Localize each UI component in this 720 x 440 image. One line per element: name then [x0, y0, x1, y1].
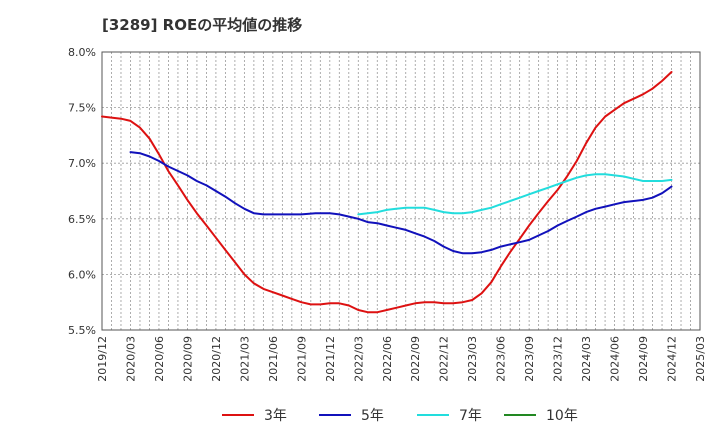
x-tick-label: 2023/12 — [552, 336, 565, 382]
x-tick-label: 2022/12 — [438, 336, 451, 382]
x-tick-label: 2022/06 — [381, 336, 394, 382]
y-tick-label: 8.0% — [68, 46, 96, 59]
x-tick-label: 2021/12 — [324, 336, 337, 382]
y-tick-label: 5.5% — [68, 324, 96, 337]
x-tick-label: 2024/03 — [580, 336, 593, 382]
legend-label-1: 3年 — [264, 408, 287, 424]
x-tick-label: 2024/09 — [637, 336, 650, 382]
series-line-3 — [357, 173, 673, 216]
y-tick-label: 6.0% — [68, 268, 96, 281]
x-tick-label: 2021/06 — [267, 336, 280, 382]
chart-title: [3289] ROEの平均値の推移 — [102, 16, 303, 34]
x-tick-label: 2022/09 — [409, 336, 422, 382]
legend-label-3: 7年 — [459, 408, 482, 424]
x-tick-label: 2020/12 — [210, 336, 223, 382]
y-tick-label: 7.5% — [68, 102, 96, 115]
x-tick-label: 2024/12 — [666, 336, 679, 382]
y-tick-label: 7.0% — [68, 157, 96, 170]
x-tick-label: 2023/06 — [495, 336, 508, 382]
plot-border — [101, 51, 701, 331]
x-tick-label: 2020/09 — [181, 336, 194, 382]
x-tick-label: 2021/09 — [295, 336, 308, 382]
x-tick-label: 2025/03 — [694, 336, 707, 382]
legend-label-4: 10年 — [546, 408, 578, 424]
x-tick-label: 2022/03 — [352, 336, 365, 382]
x-tick-label: 2024/06 — [609, 336, 622, 382]
x-tick-label: 2023/03 — [466, 336, 479, 382]
plot-area — [102, 52, 700, 330]
x-tick-label: 2020/06 — [153, 336, 166, 382]
series-line-2 — [129, 151, 673, 255]
x-tick-label: 2020/03 — [124, 336, 137, 382]
series-line-1 — [101, 71, 673, 314]
legend-label-2: 5年 — [361, 408, 384, 424]
y-tick-label: 6.5% — [68, 213, 96, 226]
x-tick-label: 2021/03 — [238, 336, 251, 382]
x-tick-label: 2023/09 — [523, 336, 536, 382]
x-tick-label: 2019/12 — [96, 336, 109, 382]
